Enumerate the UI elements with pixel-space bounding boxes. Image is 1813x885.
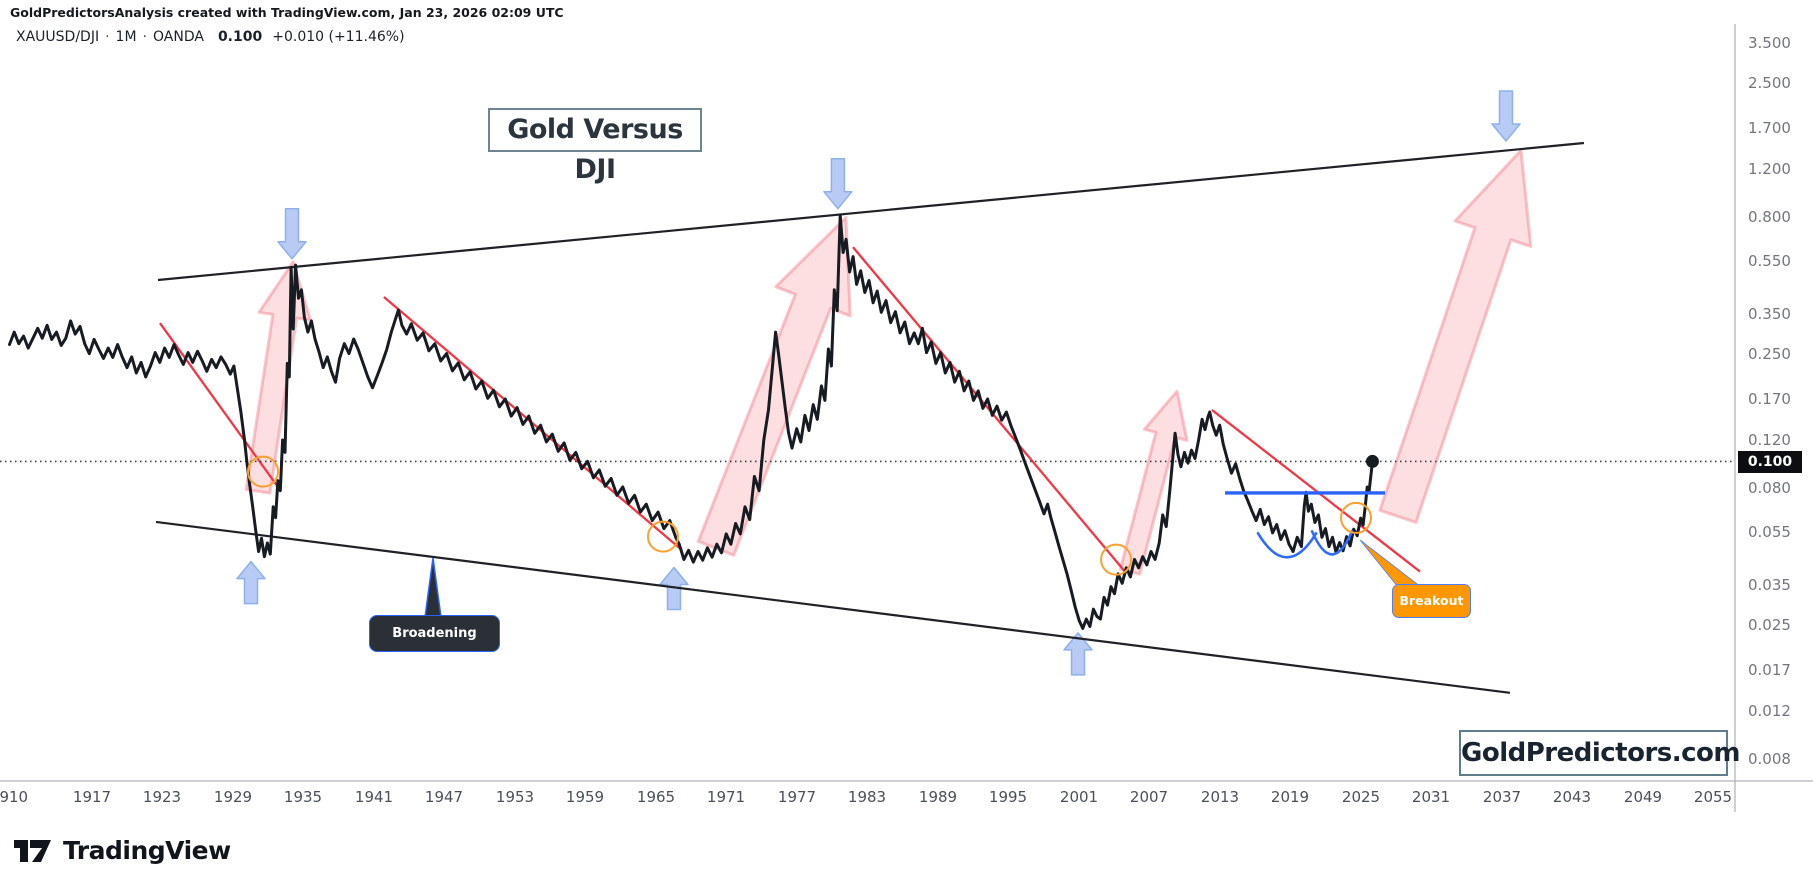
wedge-lower-trendline[interactable] — [155, 520, 1511, 694]
legend-separator: · — [105, 29, 110, 45]
down-reversal-arrow-3[interactable] — [1491, 90, 1521, 142]
up-reversal-arrow-5[interactable] — [659, 566, 689, 611]
orange-breakout-circle-4[interactable] — [1340, 501, 1372, 534]
credit-line: GoldPredictorsAnalysis created with Trad… — [10, 5, 564, 20]
broadening-wedge-callout[interactable]: Broadening Wedge — [369, 615, 500, 676]
red-trendline-4[interactable] — [1211, 409, 1421, 573]
legend-interval[interactable]: 1M — [115, 29, 137, 45]
down-reversal-arrow-1[interactable] — [277, 208, 307, 260]
breakout-callout-tail — [1359, 539, 1423, 588]
pink-projection-arrow-2[interactable] — [696, 216, 852, 557]
tradingview-brand-text: TradingView — [63, 836, 231, 865]
legend-exchange[interactable]: OANDA — [153, 29, 204, 45]
tradingview-logo-icon — [14, 840, 51, 862]
orange-breakout-circle-1[interactable] — [247, 455, 280, 488]
wedge-callout-tail — [424, 557, 442, 618]
cup-arc-1[interactable] — [1256, 532, 1318, 559]
orange-breakout-circle-3[interactable] — [1100, 543, 1133, 576]
up-reversal-arrow-6[interactable] — [1063, 632, 1093, 676]
cup-arc-2[interactable] — [1310, 530, 1354, 556]
pink-projection-arrow-3[interactable] — [1118, 389, 1189, 576]
symbol-legend[interactable]: XAUUSD/DJI · 1M · OANDA 0.100 +0.010 (+11.46%) — [16, 29, 405, 45]
red-trendline-1[interactable] — [159, 322, 279, 488]
legend-price: 0.100 — [217, 29, 263, 45]
wedge-upper-trendline[interactable] — [157, 141, 1585, 282]
pink-projection-arrow-4[interactable] — [1378, 148, 1533, 524]
chart-title-annotation[interactable]: Gold Versus DJI — [488, 108, 702, 185]
tradingview-attribution[interactable]: TradingView — [13, 836, 231, 865]
up-reversal-arrow-4[interactable] — [236, 560, 266, 605]
goldpredictors-watermark[interactable]: GoldPredictors.com — [1459, 730, 1741, 776]
breakout-callout[interactable]: Breakout — [1392, 584, 1471, 618]
legend-change: +0.010 (+11.46%) — [272, 29, 405, 45]
red-trendline-3[interactable] — [852, 246, 1126, 573]
last-price-badge: 0.100 — [1738, 451, 1802, 473]
orange-breakout-circle-2[interactable] — [646, 520, 679, 553]
price-curve[interactable] — [8, 213, 1374, 630]
legend-symbol[interactable]: XAUUSD/DJI — [16, 29, 100, 45]
down-reversal-arrow-2[interactable] — [823, 157, 853, 210]
legend-separator2: · — [142, 29, 147, 45]
last-price-dot — [1365, 454, 1379, 468]
